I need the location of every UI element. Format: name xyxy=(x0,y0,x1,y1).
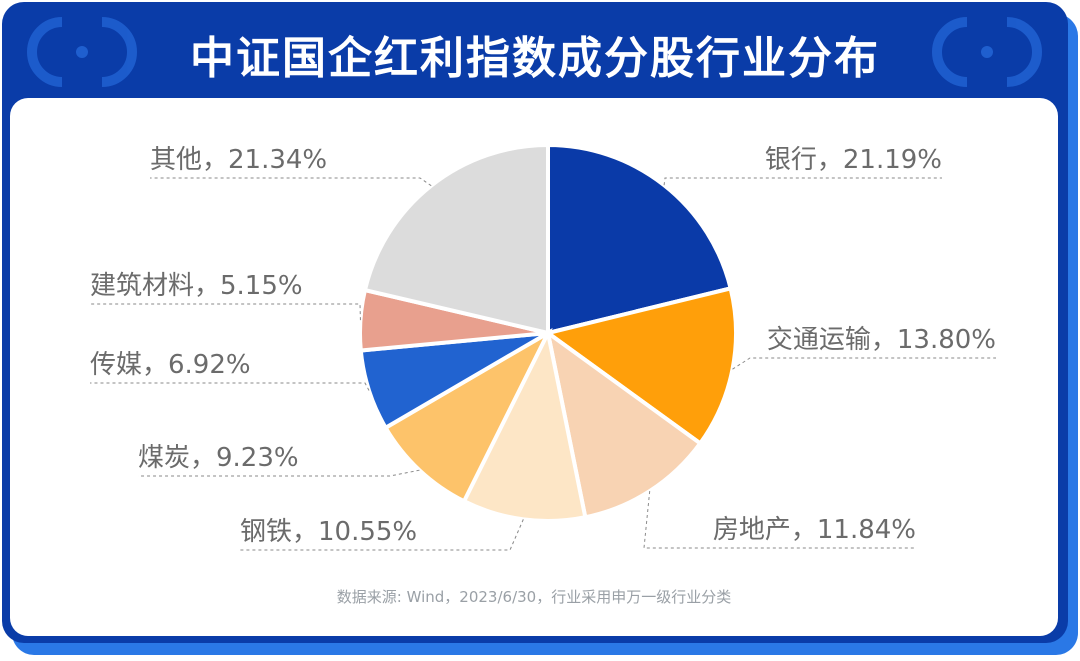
slice-label-7: 其他，21.34% xyxy=(150,145,327,175)
slice-label-6: 建筑材料，5.15% xyxy=(90,271,303,301)
pie-slice-3 xyxy=(461,326,588,523)
pie-slice-0 xyxy=(546,142,734,336)
page-title: 中证国企红利指数成分股行业分布 xyxy=(190,33,880,84)
card: 中证国企红利指数成分股行业分布 银行，21.19% 交通运输，13.80% 房地产，… xyxy=(2,2,1068,643)
slice-label-0: 银行，21.19% xyxy=(765,145,942,175)
leader-line-7 xyxy=(150,177,432,187)
slice-label-3: 钢铁，10.55% xyxy=(240,517,417,547)
leader-line-6 xyxy=(90,303,361,321)
chart-panel: 银行，21.19% 交通运输，13.80% 房地产，11.84% 钢铁，10.55% 煤… xyxy=(10,98,1058,636)
slice-label-1: 交通运输，13.80% xyxy=(767,325,996,355)
leader-line-2 xyxy=(643,491,916,549)
slice-label-2: 房地产，11.84% xyxy=(713,515,916,545)
pie-slice-7 xyxy=(362,142,550,336)
leader-line-4 xyxy=(138,469,420,477)
source-note: 数据来源: Wind，2023/6/30，行业采用申万一级行业分类 xyxy=(336,588,732,606)
leader-line-1 xyxy=(732,357,996,370)
header-decoration xyxy=(27,17,1042,87)
slice-label-4: 煤炭，9.23% xyxy=(138,443,299,473)
leader-line-0 xyxy=(663,177,942,186)
slice-label-5: 传媒，6.92% xyxy=(90,350,251,380)
pie-slice-1 xyxy=(543,285,738,447)
pie-slice-2 xyxy=(545,328,704,520)
leader-line-5 xyxy=(90,382,370,391)
header-banner: 中证国企红利指数成分股行业分布 xyxy=(2,2,1068,100)
pie-chart: 银行，21.19% 交通运输，13.80% 房地产，11.84% 钢铁，10.55% 煤… xyxy=(90,142,996,551)
